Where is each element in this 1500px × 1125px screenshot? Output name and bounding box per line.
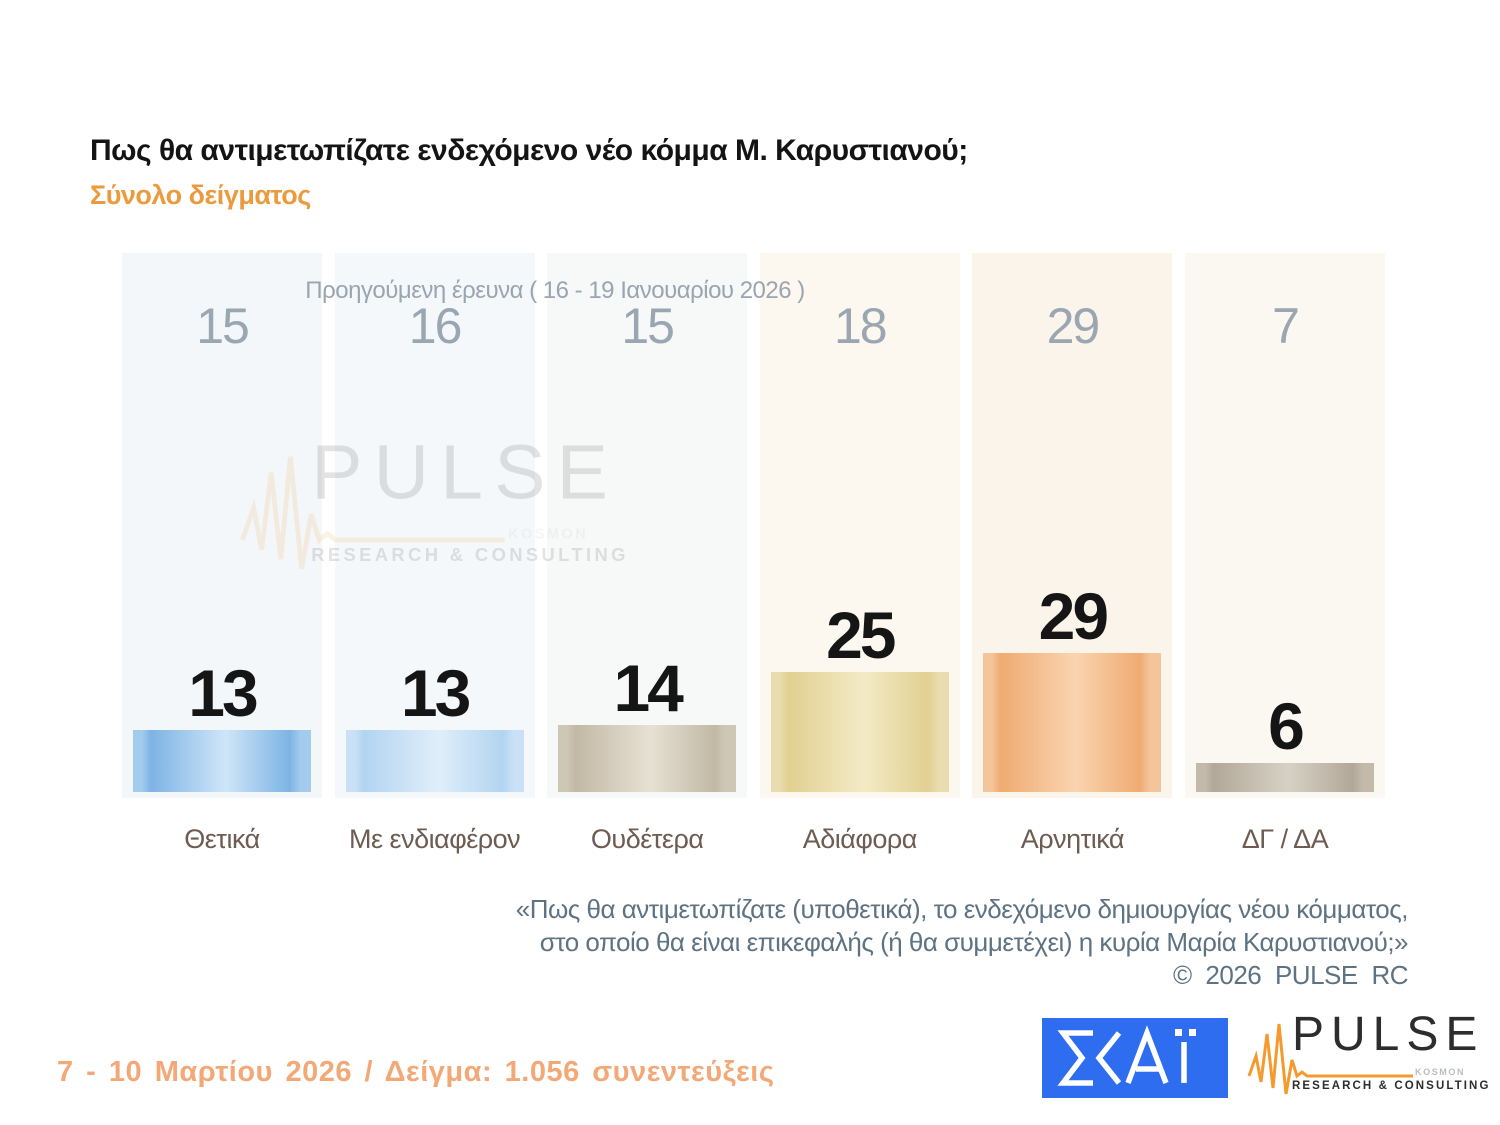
previous-survey-value: 15 <box>196 298 250 354</box>
current-value-label: 13 <box>188 656 258 730</box>
chart-column-thetika: 15 13 <box>122 253 322 798</box>
current-value-label: 14 <box>613 651 683 725</box>
page-title: Πως θα αντιμετωπίζατε ενδεχόμενο νέο κόμ… <box>90 134 968 167</box>
category-label: Αδιάφορα <box>802 824 918 854</box>
previous-survey-value: 29 <box>1046 298 1101 354</box>
page-subtitle: Σύνολο δείγματος <box>90 180 311 210</box>
chart-column-arnitika: 29 29 <box>972 253 1173 798</box>
category-label: Με ενδιαφέρον <box>349 824 521 854</box>
pulse-wordmark: PULSE <box>1292 1008 1485 1061</box>
pulse-tagline: RESEARCH & CONSULTING <box>1292 1080 1491 1092</box>
previous-survey-value: 18 <box>833 298 888 354</box>
current-value-label: 6 <box>1268 689 1305 763</box>
previous-survey-value: 15 <box>621 298 675 354</box>
skai-logo-icon <box>1057 1025 1196 1086</box>
bar-oudetera <box>558 725 737 792</box>
chart-column-oudetera: 15 14 <box>547 253 748 798</box>
category-axis: Θετικά Με ενδιαφέρον Ουδέτερα Αδιάφορα Α… <box>122 824 1385 855</box>
chart-column-dg-da: 7 6 <box>1184 253 1385 798</box>
current-value-label: 25 <box>826 598 896 672</box>
bar-thetika <box>133 730 311 792</box>
category-label: Ουδέτερα <box>590 824 704 854</box>
pulse-logo: PULSE KOSMON RESEARCH & CONSULTING <box>1245 1008 1488 1101</box>
pulse-waveform-icon <box>1247 1023 1413 1095</box>
skai-logo <box>1042 1018 1228 1098</box>
category-label: Αρνητικά <box>1020 824 1125 854</box>
footnote-line: «Πως θα αντιμετωπίζατε (υποθετικά), το ε… <box>515 894 1409 924</box>
category-label: ΔΓ / ΔΑ <box>1241 824 1329 854</box>
chart-column-adiafora: 18 25 <box>759 253 960 798</box>
bar-me-endiaferon <box>345 730 524 792</box>
survey-info: 7 - 10 Μαρτίου 2026 / Δείγμα: 1.056 συνε… <box>57 1056 775 1088</box>
bar-adiafora <box>770 672 949 792</box>
chart-column-me-endiaferon: 16 13 <box>334 253 535 798</box>
previous-survey-value: 16 <box>408 298 463 354</box>
bar-dg-da <box>983 653 1162 792</box>
question-footnote: «Πως θα αντιμετωπίζατε (υποθετικά), το ε… <box>515 893 1409 992</box>
copyright: © 2026 PULSE RC <box>1173 960 1408 990</box>
footnote-line: στο οποίο θα είναι επικεφαλής (ή θα συμμ… <box>539 927 1409 957</box>
current-value-label: 13 <box>400 656 471 730</box>
previous-survey-value: 7 <box>1272 298 1300 354</box>
category-label: Θετικά <box>184 824 260 854</box>
previous-survey-header: Προηγούμενη έρευνα ( 16 - 19 Ιανουαρίου … <box>305 277 805 304</box>
bar-chart: 15 13 16 13 15 14 18 25 29 29 7 6 <box>122 253 1385 798</box>
current-value-label: 29 <box>1038 579 1109 653</box>
pulse-kosmon-label: KOSMON <box>1415 1067 1466 1077</box>
bar-dg-da <box>1195 763 1374 792</box>
